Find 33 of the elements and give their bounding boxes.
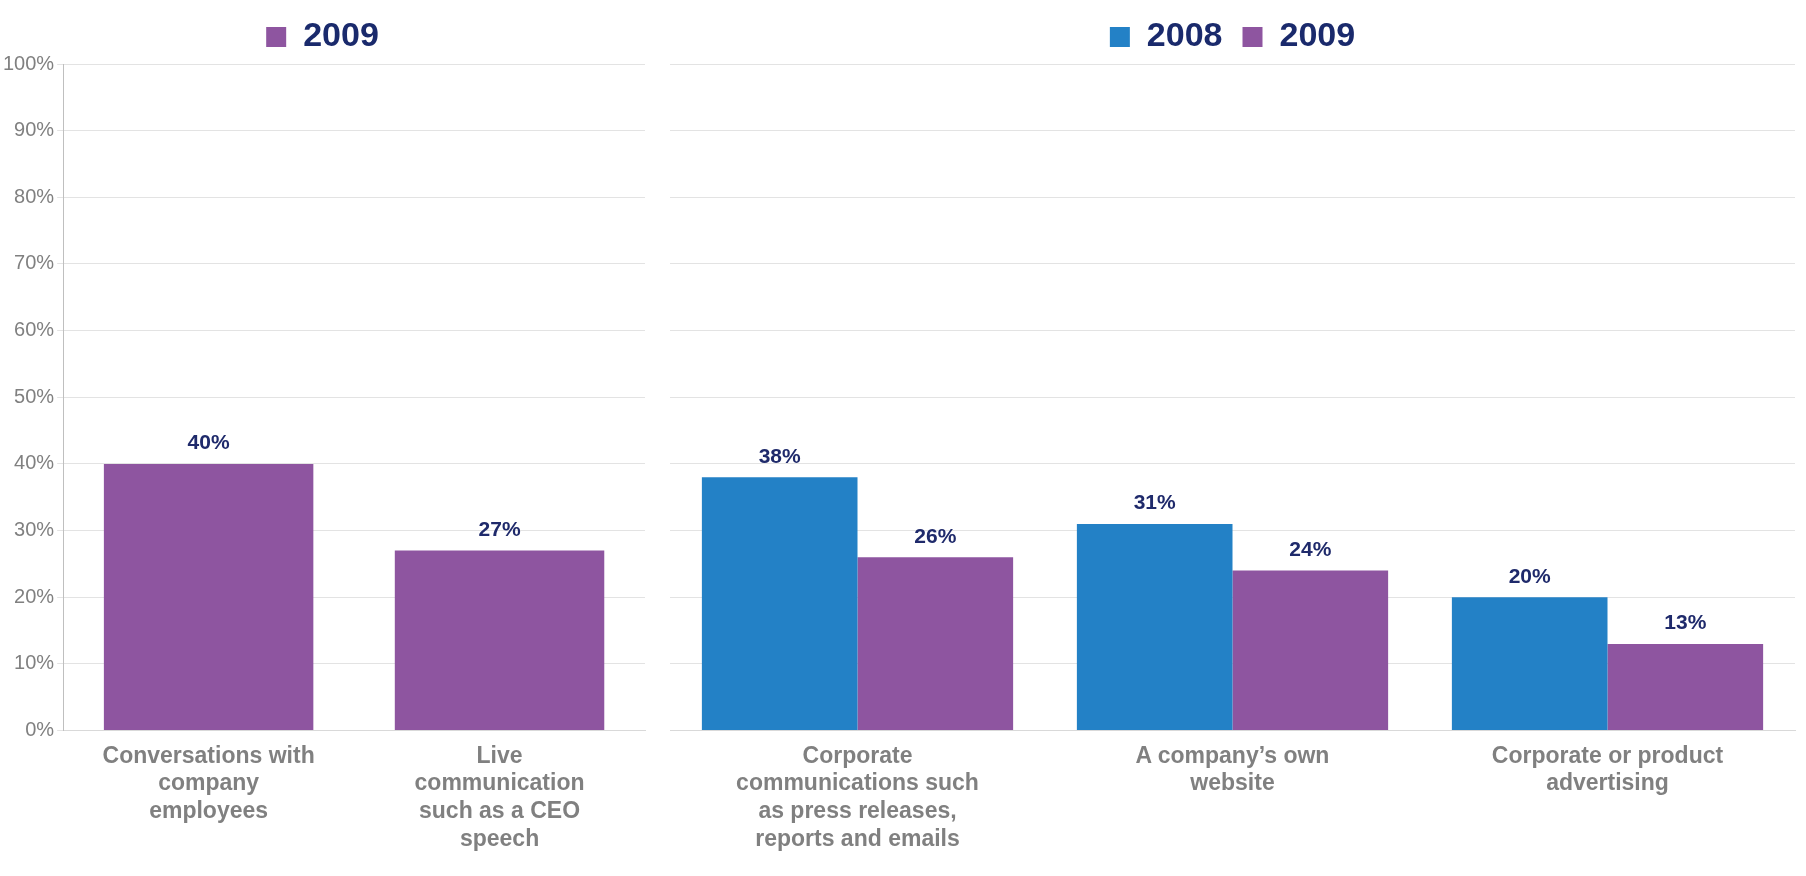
y-tick-label: 90% [14, 118, 55, 141]
data-label: 31% [1133, 490, 1177, 514]
y-tick-label: 70% [14, 251, 55, 274]
x-tick-label: Live communication such as a CEO speech [414, 741, 585, 851]
bar [1451, 597, 1608, 731]
x-tick-label: Conversations with company employees [102, 741, 315, 823]
data-label: 40% [187, 430, 230, 454]
legend-label: 2009 [1279, 15, 1356, 54]
x-tick-label: A company’s own website [1135, 741, 1330, 796]
bar [857, 557, 1014, 731]
data-label: 27% [478, 516, 521, 540]
bar [1076, 523, 1233, 731]
bar [1607, 643, 1764, 731]
bar [701, 477, 858, 731]
data-label: 13% [1664, 610, 1707, 634]
y-tick-label: 20% [14, 584, 55, 607]
y-tick-label: 50% [14, 384, 55, 407]
legend-label: 2009 [303, 15, 379, 54]
y-tick-label: 60% [14, 318, 55, 341]
y-tick-label: 40% [14, 451, 55, 474]
y-tick-label: 100% [3, 51, 55, 74]
y-tick-label: 30% [14, 518, 55, 541]
legend-label: 2008 [1146, 15, 1223, 54]
bar [1232, 570, 1389, 731]
y-tick-label: 80% [14, 184, 55, 207]
y-tick-label: 10% [14, 651, 55, 674]
data-label: 24% [1289, 536, 1332, 560]
y-tick-label: 0% [25, 718, 55, 741]
data-label: 26% [914, 523, 957, 547]
x-tick-label: Corporate or product advertising [1491, 741, 1724, 796]
data-label: 20% [1508, 563, 1552, 587]
x-tick-label: Corporate communications such as press releases, reports and emails [736, 741, 979, 851]
data-label: 38% [758, 443, 802, 467]
